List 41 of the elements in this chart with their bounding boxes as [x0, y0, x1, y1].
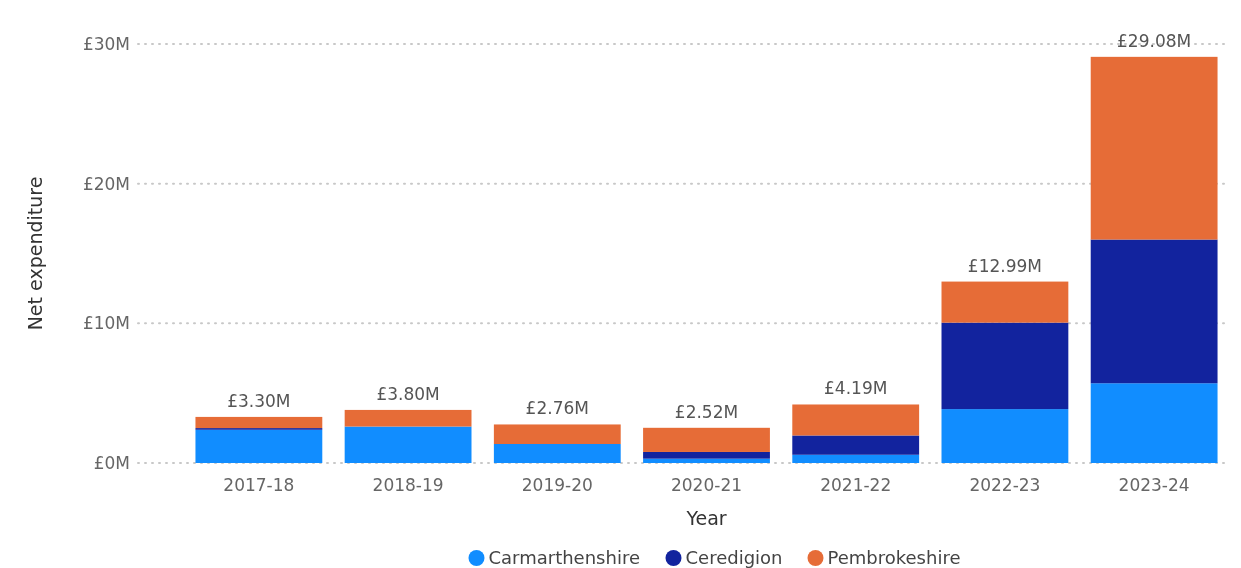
total-label: £3.80M — [376, 383, 440, 404]
y-tick-label: £0M — [93, 452, 130, 473]
legend-label: Ceredigion — [685, 547, 783, 568]
y-tick-label: £30M — [82, 33, 130, 54]
bar — [1090, 383, 1218, 463]
bar — [344, 409, 472, 427]
x-axis-title: Year — [685, 507, 727, 529]
total-label: £3.30M — [227, 390, 291, 411]
bar — [195, 429, 323, 463]
x-tick-label: 2019-20 — [521, 475, 593, 495]
y-axis-title: Net expenditure — [24, 176, 46, 331]
bar — [643, 458, 770, 463]
bar — [941, 281, 1069, 323]
x-tick-label: 2017-18 — [223, 475, 295, 495]
total-label: £29.08M — [1117, 30, 1192, 51]
x-tick-label: 2022-23 — [969, 475, 1041, 495]
x-tick-label: 2020-21 — [670, 475, 743, 495]
total-label: £12.99M — [967, 255, 1042, 276]
bar — [792, 435, 920, 455]
y-tick-label: £10M — [82, 313, 130, 334]
bar — [1090, 239, 1218, 384]
total-label: £2.52M — [674, 401, 739, 422]
bar — [1090, 56, 1218, 240]
legend-label: Pembrokeshire — [827, 547, 961, 568]
x-tick-label: 2023-24 — [1118, 475, 1190, 495]
bar — [643, 427, 770, 452]
total-label: £2.76M — [525, 398, 589, 419]
x-tick-label: 2021-22 — [820, 475, 892, 495]
legend-label: Carmarthenshire — [488, 547, 640, 568]
y-tick-label: £20M — [82, 173, 130, 194]
bar — [792, 454, 920, 463]
bar — [344, 426, 472, 463]
bar — [493, 444, 621, 463]
bar — [792, 404, 920, 436]
total-label: £4.19M — [824, 378, 888, 399]
bar — [195, 416, 323, 429]
bar — [941, 322, 1069, 410]
bar — [941, 409, 1069, 463]
bar — [643, 451, 770, 459]
x-tick-label: 2018-19 — [372, 475, 444, 495]
bar — [493, 424, 621, 445]
